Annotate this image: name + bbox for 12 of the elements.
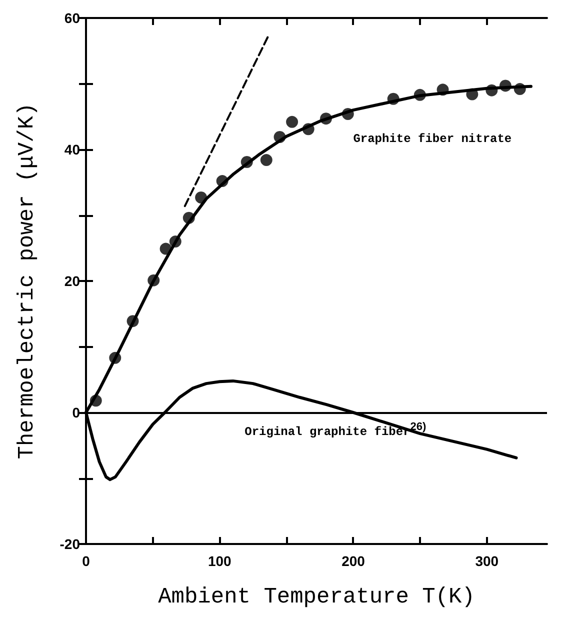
y-tick-label: 20 — [64, 273, 80, 289]
y-tick-label: 40 — [64, 142, 80, 158]
x-tick-label: 0 — [82, 553, 90, 569]
y-tick-label: 60 — [64, 10, 80, 26]
annotation: Graphite fiber nitrate — [353, 132, 512, 146]
y-axis-title: Thermoelectric power (μV/K) — [14, 102, 40, 460]
x-tick-label: 200 — [342, 553, 366, 569]
x-tick-label: 100 — [208, 553, 232, 569]
x-axis-title: Ambient Temperature T(K) — [158, 584, 475, 610]
y-tick-label: -20 — [60, 536, 80, 552]
y-tick-label: 0 — [72, 404, 80, 420]
x-tick-label: 300 — [475, 553, 499, 569]
